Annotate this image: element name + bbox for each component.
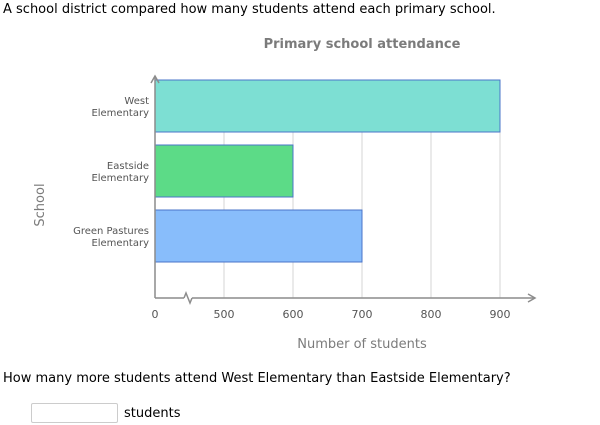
intro-text: A school district compared how many stud… [3,2,496,17]
category-label-line: Green Pastures [73,226,149,237]
category-label-line: Elementary [91,173,149,184]
question-text: How many more students attend West Eleme… [3,371,511,386]
x-axis-title: Number of students [297,337,427,352]
category-label-line: Elementary [91,238,149,249]
category-label-line: Eastside [107,161,149,172]
x-tick-label: 800 [421,308,442,321]
bar [154,144,294,198]
x-tick-label: 600 [283,308,304,321]
answer-input[interactable] [31,403,118,423]
category-label: West Elementary [91,96,149,119]
category-label-line: Elementary [91,108,149,119]
bar [154,209,363,263]
y-axis-arrow [150,74,160,84]
x-tick-label: 700 [352,308,373,321]
category-label: Eastside Elementary [91,161,149,184]
x-tick-label: 900 [490,308,511,321]
bar-chart: Primary school attendance 0 500 600 700 800 90… [33,37,537,352]
x-axis-arrow [527,293,537,303]
bar [154,79,501,133]
axis-break [183,290,193,306]
category-label: Green Pastures Elementary [73,226,149,249]
category-label-line: West [124,96,149,107]
answer-row: students [31,402,180,424]
answer-unit-label: students [124,405,181,421]
chart-title: Primary school attendance [264,37,461,52]
x-tick-label: 500 [214,308,235,321]
y-axis-title: School [33,183,48,226]
x-tick-label: 0 [152,308,159,321]
